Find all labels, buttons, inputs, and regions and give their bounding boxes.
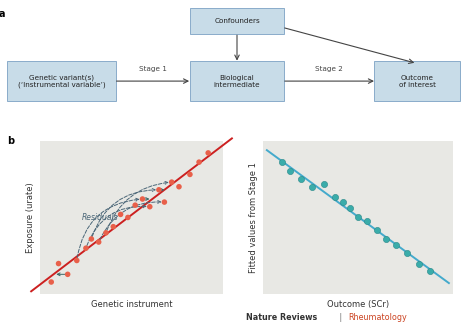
Point (95, 239, 102, 245)
Text: Rheumatology: Rheumatology (348, 313, 407, 322)
Point (64, 272, 72, 277)
Point (383, 236, 390, 242)
Text: |: | (337, 313, 344, 322)
Text: Genetic variant(s)
(‘Instrumental variable’): Genetic variant(s) (‘Instrumental variab… (18, 74, 105, 88)
Point (124, 215, 132, 220)
FancyBboxPatch shape (190, 61, 284, 101)
Point (204, 150, 212, 156)
Point (339, 199, 346, 205)
Point (186, 172, 194, 177)
Point (161, 199, 168, 205)
Point (55, 261, 63, 266)
Point (82, 246, 90, 251)
Point (109, 224, 117, 229)
FancyBboxPatch shape (7, 61, 116, 101)
Point (346, 206, 354, 211)
Point (309, 184, 316, 189)
Point (47, 279, 55, 284)
Point (117, 212, 124, 217)
Point (88, 236, 95, 242)
Text: Confounders: Confounders (214, 18, 260, 24)
Text: Stage 1: Stage 1 (139, 66, 166, 72)
Text: Residuals: Residuals (82, 213, 119, 222)
Point (331, 195, 339, 200)
X-axis label: Outcome (SCr): Outcome (SCr) (327, 300, 389, 309)
Point (392, 243, 400, 248)
Text: Biological
intermediate: Biological intermediate (214, 75, 260, 88)
Point (175, 184, 183, 189)
Point (364, 218, 371, 223)
Point (168, 180, 175, 185)
Point (286, 169, 293, 174)
Point (131, 202, 139, 208)
Point (278, 160, 286, 165)
Point (415, 261, 422, 266)
Y-axis label: Exposure (urate): Exposure (urate) (26, 182, 35, 253)
Point (297, 177, 305, 182)
Point (155, 187, 163, 192)
FancyBboxPatch shape (190, 8, 284, 35)
Point (195, 160, 203, 165)
Text: b: b (7, 136, 14, 146)
Point (146, 204, 154, 209)
Point (426, 269, 434, 274)
Y-axis label: Fitted values from Stage 1: Fitted values from Stage 1 (248, 162, 257, 273)
Point (73, 258, 81, 263)
Point (102, 230, 110, 235)
Point (403, 250, 411, 255)
Point (139, 197, 146, 202)
X-axis label: Genetic instrument: Genetic instrument (91, 300, 172, 309)
Text: Nature Reviews: Nature Reviews (246, 313, 318, 322)
FancyBboxPatch shape (374, 61, 460, 101)
Point (354, 215, 362, 220)
Text: a: a (0, 9, 6, 19)
Point (373, 227, 381, 232)
Text: Stage 2: Stage 2 (316, 66, 343, 72)
Text: Outcome
of interest: Outcome of interest (399, 75, 436, 88)
Point (320, 181, 328, 186)
